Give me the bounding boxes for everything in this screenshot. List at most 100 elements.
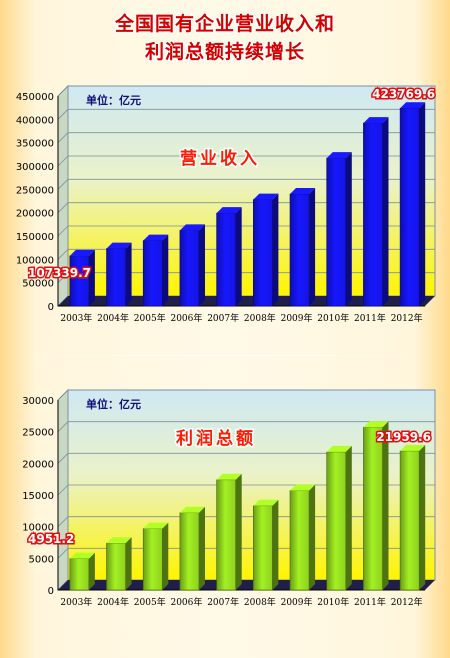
unit-label: 单位：亿元 [86, 397, 141, 411]
data-callout: 423769.6 [372, 87, 435, 101]
bar-top [106, 242, 132, 249]
bar [142, 234, 169, 307]
x-tick-label: 2009年 [281, 596, 313, 608]
gridline [57, 85, 435, 97]
bar-front [142, 528, 163, 591]
chart-title: 营业收入 [180, 148, 260, 169]
y-tick-label: 15000 [22, 491, 54, 502]
chart-title: 利润总额 [176, 428, 256, 449]
bar-top [179, 224, 205, 231]
y-tick-label: 25000 [22, 428, 54, 439]
bar-side [198, 506, 205, 590]
bar-side [235, 207, 242, 306]
bar [399, 102, 426, 307]
bar-front [363, 122, 383, 307]
bar-top [106, 537, 132, 544]
x-tick-label: 2010年 [317, 312, 349, 324]
y-tick-label: 450000 [16, 92, 54, 103]
chart-svg-0: 0 50000 100000 150000 200000 250000 300000 3500… [16, 84, 437, 324]
bar-front [363, 426, 383, 591]
bar [253, 499, 279, 591]
bar-side [309, 484, 316, 590]
x-tick-label: 2007年 [207, 312, 239, 324]
gridline [57, 108, 435, 120]
bar-front [326, 157, 347, 307]
bar-top [363, 421, 389, 428]
bar-top [290, 484, 316, 491]
bar-top [290, 188, 316, 194]
bar-side [345, 152, 352, 306]
bar-front [216, 479, 236, 591]
bar-front [289, 490, 310, 591]
bar-front [106, 248, 126, 307]
bar-side [382, 421, 389, 590]
bar-top [143, 234, 169, 241]
y-tick-label: 250000 [16, 185, 54, 196]
x-tick-label: 2011年 [354, 312, 386, 324]
unit-label: 单位：亿元 [86, 93, 141, 107]
profit-chart: 0 5000 10000 15000 20000 25000 30000 2003年 2004年… [0, 388, 450, 618]
y-tick-label: 400000 [16, 115, 54, 126]
bar-top [253, 499, 279, 506]
bar [363, 117, 389, 307]
y-tick-label: 150000 [16, 232, 54, 243]
bar [289, 484, 316, 591]
x-tick-label: 2011年 [354, 596, 386, 608]
bar-side [419, 102, 426, 307]
page-title-line-2: 利润总额持续增长 [144, 41, 305, 63]
gridline [57, 389, 435, 401]
bar [326, 445, 352, 591]
x-tick-label: 2004年 [97, 312, 129, 324]
x-tick-label: 2012年 [391, 596, 423, 608]
x-tick-label: 2012年 [391, 312, 423, 324]
bar-top [363, 117, 389, 124]
bar-front [69, 558, 90, 591]
bar-side [88, 552, 95, 590]
x-tick-label: 2006年 [170, 596, 202, 608]
gridline [57, 421, 435, 432]
revenue-chart: 0 50000 100000 150000 200000 250000 300000 3500… [0, 82, 450, 332]
y-tick-label: 350000 [16, 139, 54, 150]
bar-side [272, 193, 279, 306]
bar-side [382, 117, 389, 306]
bar [253, 193, 279, 307]
x-tick-label: 2004年 [97, 596, 129, 608]
bar-side [125, 242, 132, 306]
bar-top [400, 444, 426, 451]
page-title: 全国国有企业营业收入和 利润总额持续增长 [0, 10, 450, 66]
bar-side [235, 473, 242, 590]
bar [326, 152, 352, 307]
bar-side [162, 234, 169, 306]
bar-side [272, 499, 279, 590]
x-tick-label: 2009年 [281, 312, 313, 324]
bar [106, 242, 132, 307]
x-tick-label: 2008年 [244, 596, 276, 608]
bar-top [143, 522, 169, 529]
y-tick-label: 30000 [22, 396, 54, 407]
bar [216, 207, 242, 307]
bar-front [106, 542, 126, 591]
bar [179, 506, 205, 591]
bar-front [399, 450, 420, 591]
bar-front [142, 240, 163, 307]
x-tick-label: 2006年 [170, 312, 202, 324]
bar-side [162, 522, 169, 590]
x-tick-label: 2003年 [60, 312, 92, 324]
page-title-line-1: 全国国有企业营业收入和 [114, 13, 335, 35]
gridline [57, 452, 435, 464]
bar-front [399, 107, 420, 307]
y-tick-label: 100000 [16, 255, 54, 266]
bar [363, 421, 389, 591]
data-callout: 4951.2 [28, 532, 74, 546]
bar-top [253, 193, 279, 200]
y-tick-label: 300000 [16, 162, 54, 173]
bar-side [345, 445, 352, 590]
bar-top [179, 506, 205, 513]
bar [179, 224, 205, 307]
x-tick-label: 2010年 [317, 596, 349, 608]
bar-front [326, 451, 347, 591]
bar-side [198, 224, 205, 306]
chart-svg-1: 0 5000 10000 15000 20000 25000 30000 2003年 2004年… [22, 388, 436, 608]
bar-front [216, 212, 236, 307]
bar [216, 473, 242, 591]
